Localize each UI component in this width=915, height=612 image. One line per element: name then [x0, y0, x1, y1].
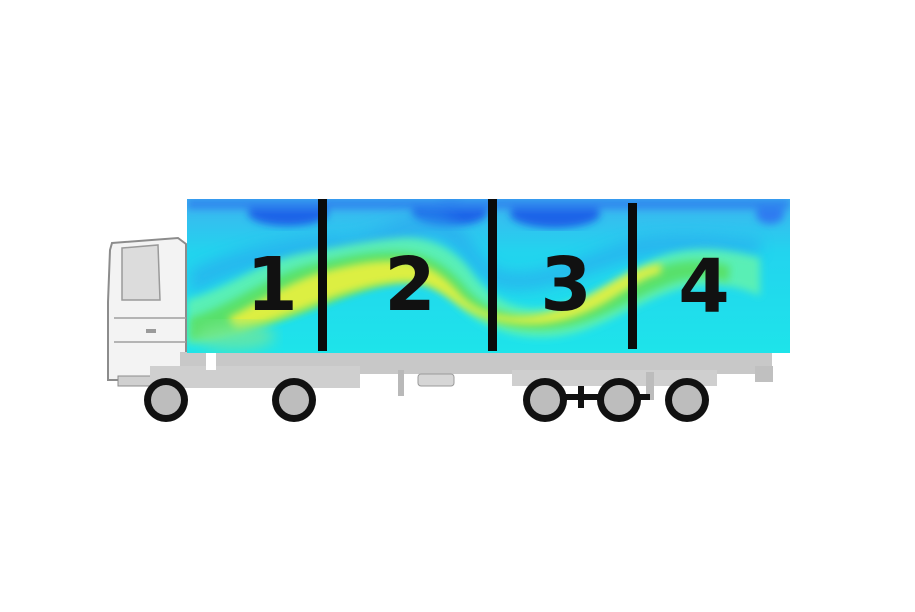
- divider-2-3: [488, 199, 497, 351]
- zone-label-3: 3: [540, 242, 592, 328]
- zone-dividers: [318, 199, 637, 351]
- tractor-cab: [107, 236, 187, 387]
- trailer-wheel: [665, 378, 709, 422]
- cab-door-handle: [146, 329, 156, 333]
- trailer-wheel: [523, 378, 567, 422]
- divider-1-2: [318, 199, 327, 351]
- zone-label-4: 4: [678, 244, 730, 330]
- cab-window: [121, 244, 161, 301]
- zone-label-1: 1: [246, 242, 298, 328]
- trailer-wheel: [597, 378, 641, 422]
- divider-3-4: [628, 203, 637, 349]
- zone-label-2: 2: [384, 242, 436, 328]
- drive-wheel: [272, 378, 316, 422]
- landing-gear: [417, 373, 455, 387]
- wheels: [144, 378, 709, 422]
- front-wheel: [144, 378, 188, 422]
- trailer-chassis: [150, 352, 773, 400]
